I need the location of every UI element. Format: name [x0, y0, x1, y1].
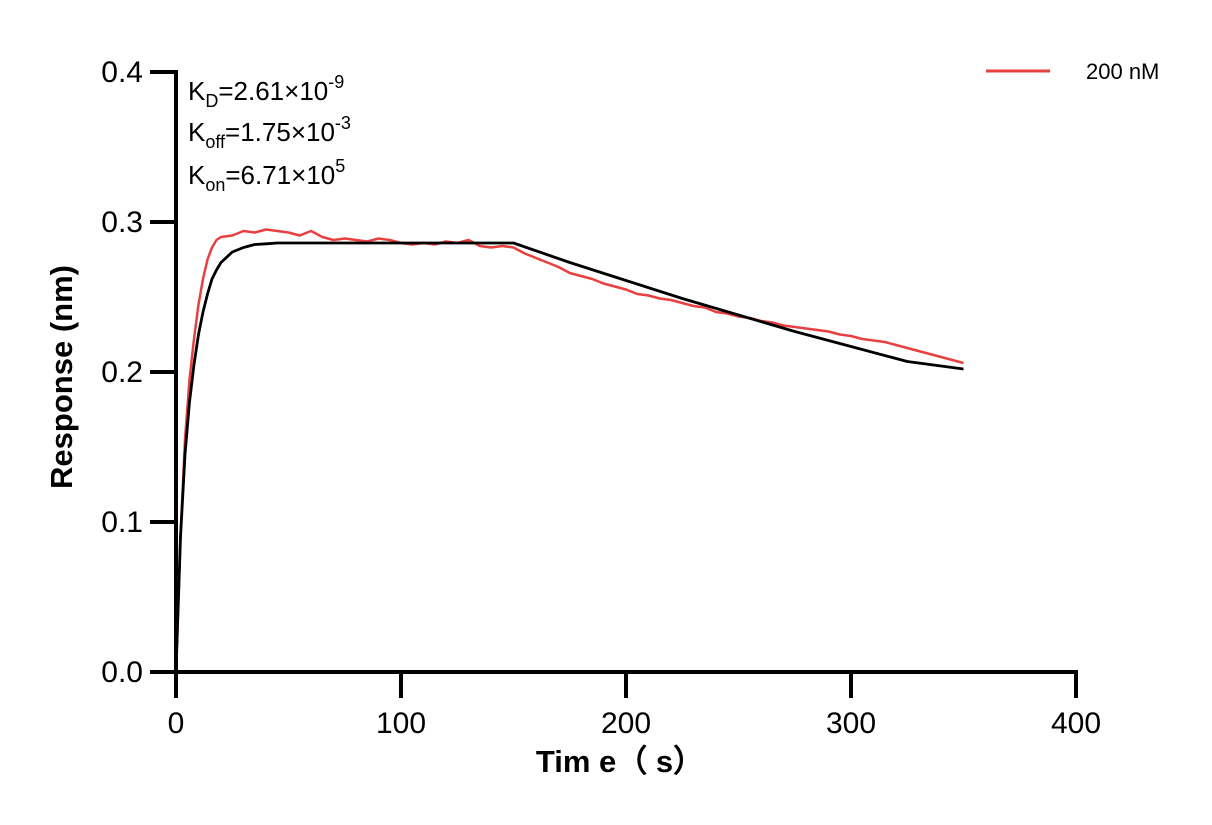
series-layer [174, 228, 964, 673]
kinetics-annotations: KD=2.61×10-9 Koff=1.75×10-3 Kon=6.71×105 [188, 72, 351, 195]
x-tick-label: 100 [376, 707, 426, 740]
y-tick-label: 0.0 [101, 656, 143, 689]
x-tick-label: 300 [826, 707, 876, 740]
x-tick-label: 400 [1051, 707, 1101, 740]
x-tick-label: 200 [601, 707, 651, 740]
y-tick-label: 0.2 [101, 356, 143, 389]
y-tick-label: 0.4 [101, 56, 143, 89]
kd-annotation: KD=2.61×10-9 [188, 72, 344, 111]
x-tick-label: 0 [168, 707, 185, 740]
kon-annotation: Kon=6.71×105 [188, 156, 345, 195]
x-axis: 0 100 200 300 400 [150, 670, 1101, 740]
x-axis-title: Tim e（ s） [536, 744, 704, 779]
y-axis-title: Response (nm) [44, 265, 79, 489]
legend-label-200nm: 200 nM [1086, 59, 1159, 84]
y-tick-label: 0.3 [101, 206, 143, 239]
legend: 200 nM [986, 59, 1159, 84]
y-tick-label: 0.1 [101, 506, 143, 539]
y-axis: 0.0 0.1 0.2 0.3 0.4 [101, 56, 178, 689]
series-line-200nm [174, 228, 964, 673]
koff-annotation: Koff=1.75×10-3 [188, 113, 351, 152]
series-line-fit [174, 241, 964, 673]
